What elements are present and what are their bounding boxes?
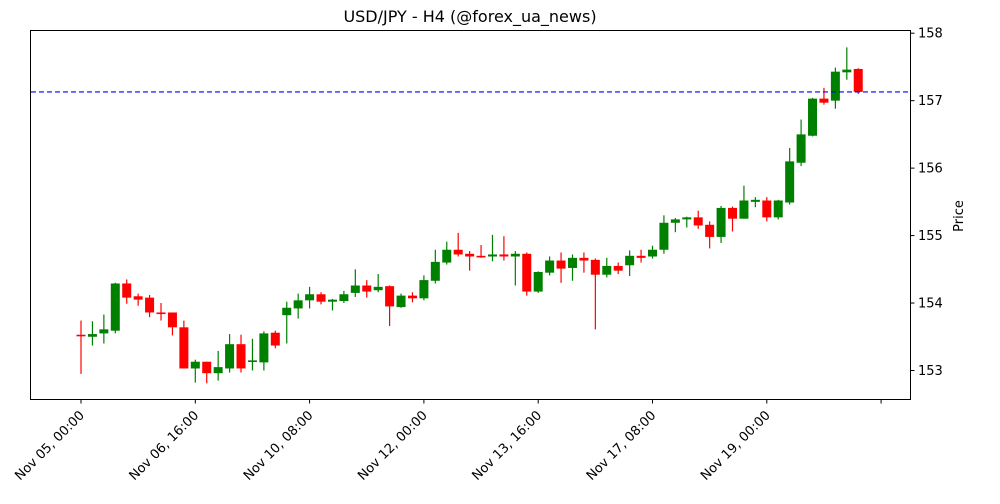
candle-up <box>773 199 783 220</box>
candle-up <box>659 215 669 254</box>
candle-up <box>350 269 360 297</box>
candle-down <box>362 280 372 298</box>
candle-up <box>533 271 543 293</box>
candle-up <box>419 275 429 301</box>
x-tick-label: Nov 12, 00:00 <box>355 408 431 484</box>
candle-down <box>236 334 246 373</box>
candle-down <box>499 236 509 261</box>
candle-down <box>693 210 703 229</box>
x-tick-label: Nov 05, 00:00 <box>12 408 88 484</box>
candle-down <box>705 221 715 249</box>
candle-down <box>167 312 177 336</box>
candle-up <box>785 147 795 205</box>
x-tick-label: Nov 13, 16:00 <box>470 408 546 484</box>
candle-down <box>145 294 155 318</box>
candle-down <box>76 320 86 374</box>
candle-down <box>613 262 623 275</box>
candle-down <box>556 252 566 283</box>
candle-up <box>750 197 760 208</box>
x-tick-label: Nov 10, 08:00 <box>241 408 317 484</box>
x-tick-label: Nov 06, 16:00 <box>127 408 203 484</box>
candle-up <box>602 257 612 278</box>
candle-up <box>716 205 726 243</box>
candle-down <box>407 292 417 303</box>
y-tick-label: 157 <box>918 94 943 109</box>
candle-down <box>762 197 772 222</box>
candle-up <box>510 251 520 286</box>
candle-up <box>87 321 97 346</box>
candle-up <box>282 301 292 344</box>
candle-up <box>190 359 200 383</box>
candle-up <box>796 119 806 167</box>
candle-down <box>522 252 532 296</box>
candle-down <box>476 245 486 258</box>
y-tick-label: 154 <box>918 297 943 312</box>
y-axis-label: Price <box>952 200 967 232</box>
candle-up <box>670 218 680 233</box>
candle-down <box>728 206 738 232</box>
candle-up <box>225 334 235 373</box>
candle-down <box>853 68 863 94</box>
y-tick-label: 153 <box>918 364 943 379</box>
candle-down <box>202 361 212 384</box>
plot-area-frame <box>30 30 911 400</box>
candle-down <box>133 293 143 306</box>
candle-down <box>270 330 280 349</box>
x-axis: Nov 05, 00:00 Nov 06, 16:00 Nov 10, 08:00 N… <box>12 399 882 484</box>
candle-up <box>293 293 303 319</box>
chart-title: USD/JPY - H4 (@forex_ua_news) <box>343 7 596 27</box>
candle-down <box>179 320 189 369</box>
candle-down <box>465 251 475 271</box>
candle-up <box>430 249 440 284</box>
x-tick-label: Nov 19, 00:00 <box>698 408 774 484</box>
candle-up <box>396 293 406 308</box>
candle-up <box>373 274 383 293</box>
y-tick-label: 155 <box>918 229 943 244</box>
candle-down <box>156 303 166 321</box>
candle-up <box>648 245 657 259</box>
candle-up <box>625 250 635 277</box>
candle-up <box>259 331 269 371</box>
candle-up <box>442 241 452 265</box>
candle-up <box>99 314 109 344</box>
candle-down <box>453 232 463 257</box>
candle-down <box>122 279 132 304</box>
candle-up <box>842 47 852 80</box>
candle-up <box>339 290 349 304</box>
candle-down <box>385 285 395 326</box>
candle-up <box>247 338 257 371</box>
y-axis: 153 154 155 156 157 158 <box>910 27 943 379</box>
candle-up <box>830 67 840 109</box>
candle-up <box>682 216 692 228</box>
candle-down <box>590 258 600 330</box>
candle-down <box>579 252 589 273</box>
candle-down <box>819 87 829 105</box>
candle-down <box>316 292 326 305</box>
y-tick-label: 156 <box>918 162 943 177</box>
candle-up <box>487 234 497 262</box>
candles <box>76 47 863 384</box>
candle-down <box>636 249 646 263</box>
candle-up <box>213 350 223 381</box>
candle-up <box>305 286 315 309</box>
candle-up <box>567 254 577 281</box>
candle-up <box>545 256 555 276</box>
y-tick-label: 158 <box>918 27 943 42</box>
candle-up <box>808 97 818 137</box>
x-tick-label: Nov 17, 08:00 <box>584 408 660 484</box>
candle-up <box>739 185 749 219</box>
candle-up <box>327 298 337 311</box>
candle-up <box>110 282 120 334</box>
